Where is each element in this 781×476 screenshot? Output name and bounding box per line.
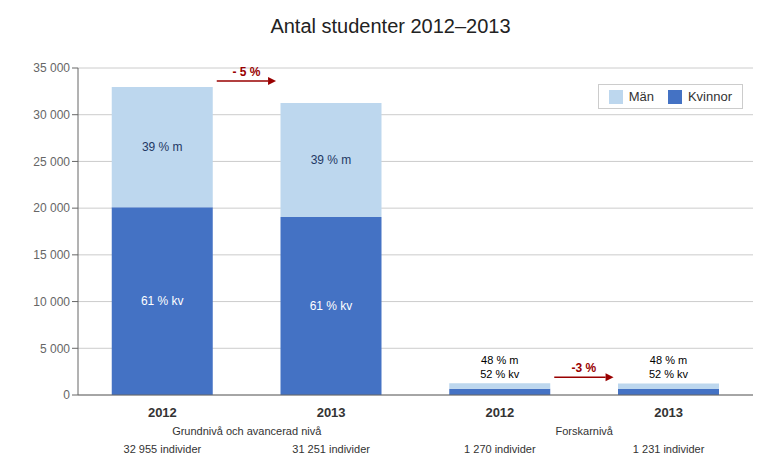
svg-text:30 000: 30 000 xyxy=(33,108,70,122)
svg-text:35 000: 35 000 xyxy=(33,61,70,75)
html-text:Män: Män xyxy=(628,89,654,104)
svg-text:39 % m: 39 % m xyxy=(311,153,352,167)
svg-text:-3 %: -3 % xyxy=(572,361,597,375)
svg-text:2012: 2012 xyxy=(485,405,514,420)
svg-text:Forskarnivå: Forskarnivå xyxy=(556,425,614,437)
svg-text:52 % kv: 52 % kv xyxy=(649,368,689,380)
svg-text:1 231 individer: 1 231 individer xyxy=(633,443,705,455)
svg-text:61 % kv: 61 % kv xyxy=(141,294,184,308)
svg-text:2012: 2012 xyxy=(148,405,177,420)
svg-text:32 955 individer: 32 955 individer xyxy=(124,443,202,455)
html-text:Kvinnor: Kvinnor xyxy=(687,89,732,104)
svg-text:25 000: 25 000 xyxy=(33,155,70,169)
svg-text:20 000: 20 000 xyxy=(33,201,70,215)
svg-text:5 000: 5 000 xyxy=(40,342,70,356)
svg-text:2013: 2013 xyxy=(317,405,346,420)
svg-text:0: 0 xyxy=(63,388,70,402)
svg-text:1 270 individer: 1 270 individer xyxy=(464,443,536,455)
svg-text:48 % m: 48 % m xyxy=(650,354,687,366)
svg-text:- 5 %: - 5 % xyxy=(232,65,260,79)
html-text:Antal studenter 2012–2013: Antal studenter 2012–2013 xyxy=(270,15,511,37)
svg-text:52 % kv: 52 % kv xyxy=(480,368,520,380)
svg-text:2013: 2013 xyxy=(654,405,683,420)
svg-text:61 % kv: 61 % kv xyxy=(310,299,353,313)
svg-text:48 % m: 48 % m xyxy=(481,354,518,366)
svg-text:39 % m: 39 % m xyxy=(142,140,183,154)
svg-text:10 000: 10 000 xyxy=(33,295,70,309)
svg-text:31 251 individer: 31 251 individer xyxy=(292,443,370,455)
svg-text:Grundnivå och avancerad nivå: Grundnivå och avancerad nivå xyxy=(172,425,322,437)
svg-text:15 000: 15 000 xyxy=(33,248,70,262)
